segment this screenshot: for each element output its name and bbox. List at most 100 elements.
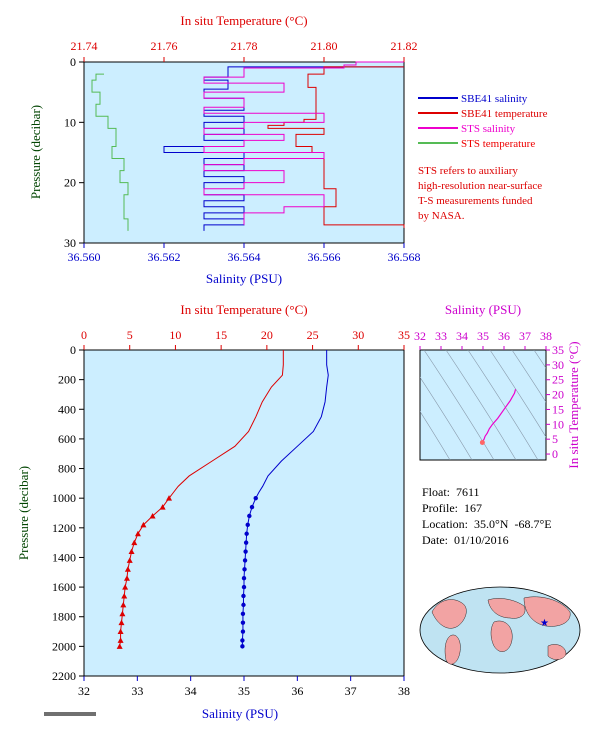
temperature-point: [128, 548, 135, 555]
upper-axes: 21.74 21.76 21.78 21.80 21.82 36.560 36.562 36.…: [64, 39, 421, 264]
lower-top-tick-label: 30: [352, 328, 364, 342]
upper-top-tick-label: 21.82: [391, 39, 418, 53]
upper-series-line-1: [267, 66, 405, 228]
temperature-point: [159, 504, 166, 510]
map-land-americas-south: [444, 634, 461, 665]
temperature-point: [126, 557, 133, 563]
upper-top-tick-label: 21.78: [231, 39, 258, 53]
float-info-panel: Float: 7611 Profile: 167 Location: 35.0°…: [422, 484, 552, 548]
upper-bottom-tick-label: 36.562: [148, 250, 181, 264]
lower-y-tick-label: 1600: [52, 580, 76, 594]
salinity-point: [242, 567, 247, 572]
salinity-point: [240, 638, 245, 643]
upper-plot: In situ Temperature (°C) Salinity (PSU) …: [28, 13, 421, 286]
upper-series-line-2: [203, 61, 404, 225]
map-land-europe: [487, 598, 526, 619]
salinity-point: [241, 593, 246, 599]
legend: SBE41 salinity SBE41 temperature STS sal…: [418, 93, 548, 222]
upper-top-axis-title: In situ Temperature (°C): [180, 13, 307, 28]
map-land-americas-north: [431, 599, 467, 629]
upper-top-tick-label: 21.76: [151, 39, 178, 53]
salinity-point: [242, 558, 248, 563]
ts-right-tick-label: 30: [552, 358, 564, 372]
lower-bottom-tick-label: 38: [398, 684, 410, 698]
temperature-point: [134, 530, 141, 537]
ts-top-tick-label: 36: [498, 329, 510, 343]
upper-y-axis-title: Pressure (decibar): [28, 105, 43, 199]
upper-y-tick-label: 10: [64, 115, 76, 129]
lower-y-tick-label: 2200: [52, 669, 76, 683]
float-id: Float: 7611: [422, 485, 480, 499]
lower-y-tick-label: 1400: [52, 550, 76, 564]
lower-y-tick-label: 600: [58, 432, 76, 446]
upper-y-tick-label: 0: [70, 55, 76, 69]
ts-top-tick-label: 35: [477, 329, 489, 343]
lower-y-tick-label: 400: [58, 402, 76, 416]
legend-label-sts-salinity: STS salinity: [461, 123, 516, 135]
lower-bottom-tick-label: 34: [185, 684, 197, 698]
upper-bottom-tick-label: 36.568: [388, 250, 421, 264]
salinity-point: [243, 549, 248, 554]
upper-series-line-3: [91, 73, 129, 231]
temperature-point: [117, 628, 124, 635]
ts-top-tick-label: 38: [540, 329, 552, 343]
ts-top-tick-label: 33: [435, 329, 447, 343]
lower-plot-area: [83, 349, 405, 677]
temperature-point: [149, 512, 156, 519]
lower-plot: In situ Temperature (°C) Salinity (PSU) …: [16, 302, 410, 721]
ts-deep-point: [479, 439, 485, 445]
ts-top-tick-label: 34: [456, 329, 468, 343]
upper-y-tick-label: 30: [64, 236, 76, 250]
lower-y-tick-label: 2000: [52, 639, 76, 653]
lower-y-axis-title: Pressure (decibar): [16, 466, 31, 560]
upper-bottom-tick-label: 36.566: [308, 250, 341, 264]
lower-y-tick-label: 800: [58, 462, 76, 476]
salinity-point: [253, 495, 258, 501]
upper-bottom-tick-label: 36.564: [228, 250, 261, 264]
density-contour: [511, 350, 546, 403]
note-line-3: T-S measurements funded: [418, 195, 533, 207]
lower-top-tick-label: 0: [81, 328, 87, 342]
salinity-point: [247, 513, 252, 519]
lower-top-axis-title: In situ Temperature (°C): [180, 302, 307, 317]
location: Location: 35.0°N -68.7°E: [422, 517, 552, 531]
lower-top-tick-label: 5: [127, 328, 133, 342]
lower-top-tick-label: 15: [215, 328, 227, 342]
lower-bottom-tick-label: 32: [78, 684, 90, 698]
note-line-4: by NASA.: [418, 210, 465, 222]
lower-axes: 0 5 10 15 20 25 30 35 32 33 34 35 36 37 38 0 200 400 600 80…: [52, 328, 410, 698]
legend-label-sbe41-salinity: SBE41 salinity: [461, 93, 528, 105]
temperature-point: [120, 601, 127, 608]
salinity-point: [241, 576, 247, 581]
salinity-point: [241, 602, 246, 608]
date: Date: 01/10/2016: [422, 533, 509, 547]
lower-bottom-axis-title: Salinity (PSU): [202, 706, 278, 721]
ts-right-tick-label: 25: [552, 373, 564, 387]
temperature-point: [122, 584, 129, 590]
density-contour: [420, 376, 473, 460]
upper-bottom-axis-title: Salinity (PSU): [206, 271, 282, 286]
salinity-point: [240, 644, 245, 649]
salinity-point: [241, 584, 247, 590]
salinity-point: [240, 629, 246, 634]
temperature-point: [121, 592, 128, 599]
temperature-point: [131, 539, 138, 546]
temperature-point: [118, 619, 125, 626]
salinity-point: [240, 620, 246, 625]
ts-top-tick-label: 32: [414, 329, 426, 343]
note-line-1: STS refers to auxiliary: [418, 165, 518, 177]
upper-series-group: [91, 61, 405, 231]
note-line-2: high-resolution near-surface: [418, 180, 542, 192]
lower-top-tick-label: 10: [169, 328, 181, 342]
profile-number: Profile: 167: [422, 501, 482, 515]
density-contour: [489, 350, 546, 438]
temperature-point: [140, 521, 147, 528]
map-land-asia: [523, 596, 571, 627]
ts-top-axis-title: Salinity (PSU): [445, 302, 521, 317]
ts-right-tick-label: 15: [552, 402, 564, 416]
temperature-point: [117, 637, 124, 643]
world-map: ★: [419, 586, 581, 674]
footer-mark: [44, 712, 96, 716]
lower-bottom-tick-label: 36: [291, 684, 303, 698]
